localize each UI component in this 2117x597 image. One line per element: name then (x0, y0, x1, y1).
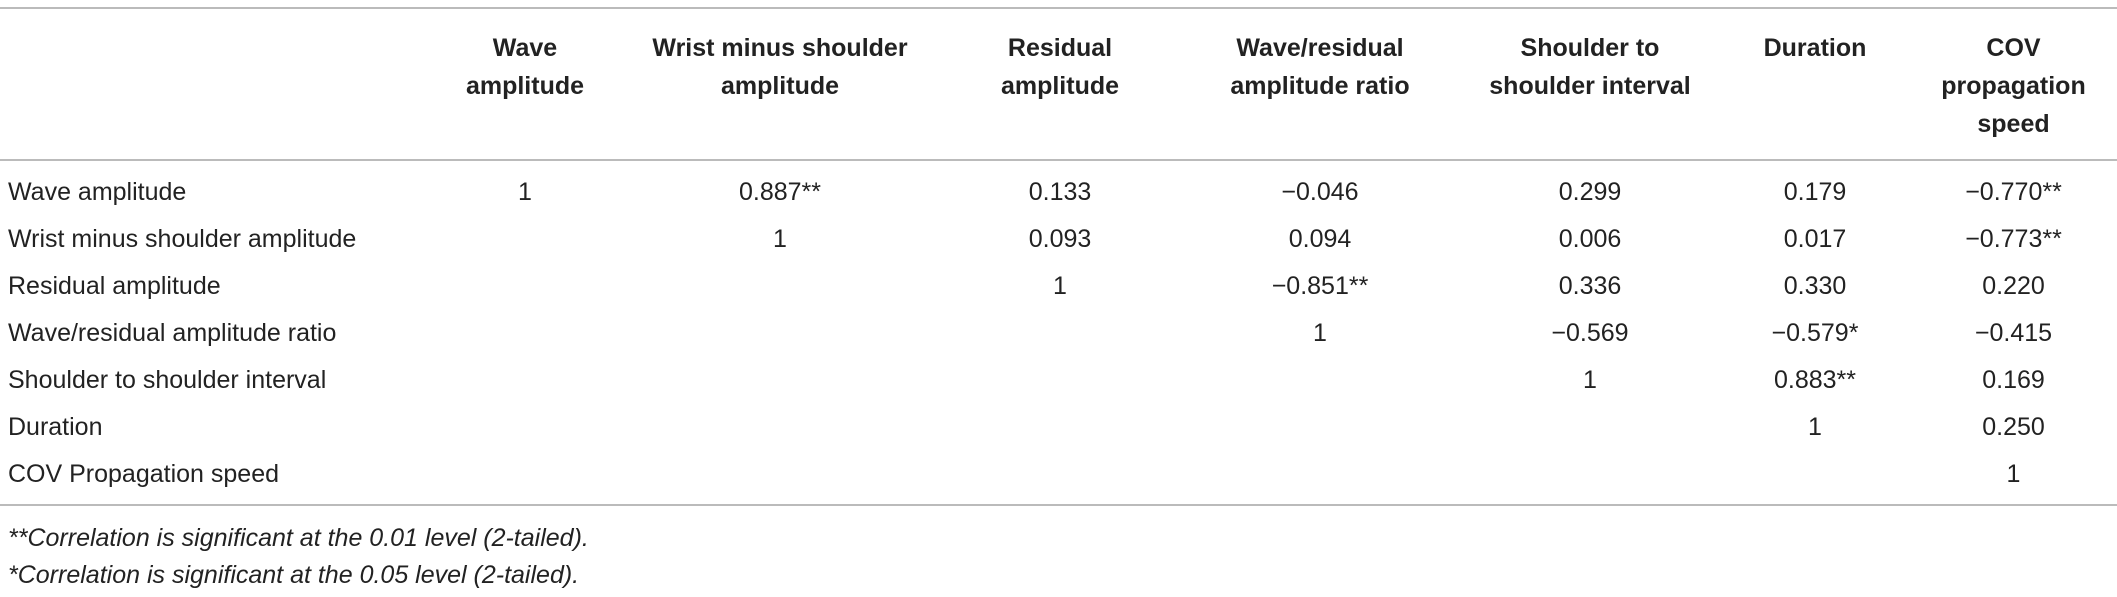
column-header: Wave/residual amplitude ratio (1180, 7, 1460, 161)
correlation-cell: 1 (773, 225, 787, 253)
correlation-cell: 0.169 (1982, 366, 2045, 394)
column-header: Shoulder to shoulder interval (1460, 7, 1720, 161)
correlation-cell: −0.415 (1974, 319, 2053, 347)
empty-cell (430, 310, 620, 357)
table-row: Duration 1 0.250 (0, 404, 2117, 451)
table-row: Residual amplitude 1 −0.851** 0.336 0.330 0.2… (0, 263, 2117, 310)
correlation-cell: 1 (518, 178, 532, 206)
correlation-cell: 0.094 (1288, 225, 1352, 253)
correlation-cell: 0.220 (1982, 272, 2045, 300)
correlation-cell: −0.851** (1271, 272, 1369, 300)
table-row: Wrist minus shoulder amplitude 1 0.093 0.09… (0, 216, 2117, 263)
correlation-cell: 0.330 (1783, 272, 1847, 300)
table-row: COV Propagation speed 1 (0, 451, 2117, 506)
header-row: Wave amplitude Wrist minus shoulder ampli… (0, 7, 2117, 161)
row-label: Wrist minus shoulder amplitude (8, 225, 357, 253)
correlation-cell: 0.006 (1558, 225, 1622, 253)
empty-cell (620, 357, 940, 404)
empty-cell (940, 451, 1180, 506)
row-label: Residual amplitude (8, 272, 221, 300)
empty-cell (940, 404, 1180, 451)
empty-cell (430, 263, 620, 310)
empty-cell (940, 357, 1180, 404)
footnotes: **Correlation is significant at the 0.01… (8, 520, 589, 594)
empty-cell (430, 451, 620, 506)
column-header: Wrist minus shoulder amplitude (620, 7, 940, 161)
corner-cell (0, 7, 430, 161)
table-body: Wave amplitude 1 0.887** 0.133 −0.046 0.299 0.… (0, 160, 2117, 506)
empty-cell (430, 357, 620, 404)
correlation-cell: 0.883** (1773, 366, 1857, 394)
table-row: Wave amplitude 1 0.887** 0.133 −0.046 0.299 0.… (0, 160, 2117, 216)
correlation-cell: 0.336 (1558, 272, 1622, 300)
empty-cell (1180, 404, 1460, 451)
correlation-cell: −0.046 (1281, 178, 1359, 206)
correlation-cell: 0.093 (1028, 225, 1092, 253)
empty-cell (430, 216, 620, 263)
table-header: Wave amplitude Wrist minus shoulder ampli… (0, 7, 2117, 161)
correlation-cell: −0.773** (1965, 225, 2062, 253)
correlation-cell: 0.250 (1982, 413, 2045, 441)
column-header: Residual amplitude (940, 7, 1180, 161)
footnote: **Correlation is significant at the 0.01… (8, 524, 589, 552)
empty-cell (940, 310, 1180, 357)
empty-cell (620, 451, 940, 506)
correlation-cell: 0.299 (1558, 178, 1622, 206)
correlation-cell: 0.887** (738, 178, 822, 206)
correlation-cell: 1 (1910, 451, 2117, 506)
row-label: Wave/residual amplitude ratio (8, 319, 337, 347)
correlation-cell: 1 (1053, 272, 1067, 300)
column-header: Wave amplitude (430, 7, 620, 161)
empty-cell (1720, 451, 1910, 506)
footnote: *Correlation is significant at the 0.05 … (8, 561, 580, 589)
column-header: Duration (1720, 7, 1910, 161)
table-row: Wave/residual amplitude ratio 1 −0.569 −0.5… (0, 310, 2117, 357)
correlation-cell: 1 (1808, 413, 1822, 441)
correlation-cell: 0.017 (1783, 225, 1847, 253)
correlation-cell: 0.133 (1028, 178, 1092, 206)
correlation-cell: 1 (1313, 319, 1327, 347)
correlation-cell: −0.579* (1771, 319, 1859, 347)
column-header: COV propagation speed (1910, 7, 2117, 161)
empty-cell (430, 404, 620, 451)
correlation-cell: −0.770** (1965, 178, 2062, 206)
table-row: Shoulder to shoulder interval 1 0.883** 0.1… (0, 357, 2117, 404)
correlation-cell: 1 (1583, 366, 1597, 394)
empty-cell (1460, 451, 1720, 506)
row-label: Shoulder to shoulder interval (8, 366, 327, 394)
correlation-table: Wave amplitude Wrist minus shoulder ampli… (0, 7, 2117, 506)
row-label: Wave amplitude (8, 178, 187, 206)
empty-cell (620, 263, 940, 310)
correlation-cell: −0.569 (1551, 319, 1629, 347)
row-label: Duration (8, 413, 103, 441)
row-label: COV Propagation speed (0, 451, 430, 506)
correlation-cell: 0.179 (1783, 178, 1847, 206)
empty-cell (1180, 451, 1460, 506)
empty-cell (620, 404, 940, 451)
empty-cell (1460, 404, 1720, 451)
empty-cell (1180, 357, 1460, 404)
empty-cell (620, 310, 940, 357)
